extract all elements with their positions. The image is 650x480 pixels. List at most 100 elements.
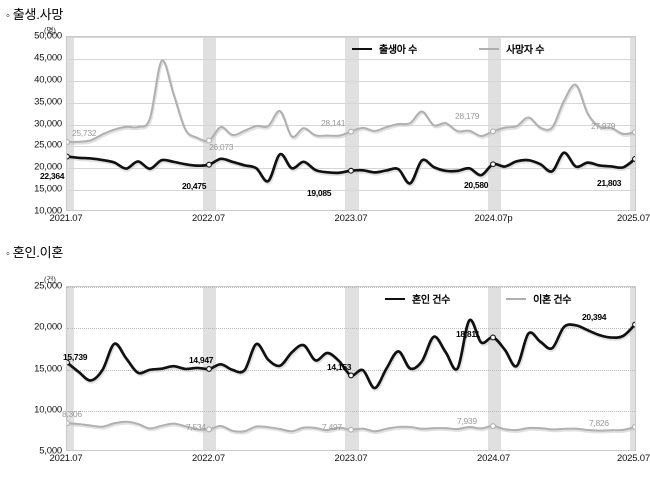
- bullet-icon: ◦: [6, 9, 10, 22]
- highlight-band: [67, 37, 74, 210]
- marriage-divorce-series-svg: [67, 318, 635, 435]
- point-value-label: 14,947: [189, 355, 214, 365]
- births-legend-label: 출생아 수: [379, 45, 418, 56]
- data-point-marker: [67, 139, 70, 145]
- point-value-label: 25,732: [72, 128, 97, 138]
- births-deaths-series-svg: [67, 59, 635, 187]
- data-point-marker: [206, 426, 212, 433]
- data-point-marker: [490, 334, 496, 341]
- divorces-legend-label: 이혼 건수: [533, 295, 572, 306]
- marriage-divorce-title: ◦ 혼인.이혼: [6, 242, 63, 261]
- y-tick-label: 10,000: [34, 404, 62, 416]
- data-point-marker: [206, 137, 212, 144]
- gridline: [67, 58, 635, 60]
- marriage-divorce-y-axis: 5,000 10,000 15,000 20,000 25,000: [0, 281, 62, 457]
- marriages-legend-swatch: [385, 297, 405, 300]
- gridline: [67, 124, 635, 126]
- x-tick-label: 2023.07: [334, 213, 368, 224]
- data-point-marker: [490, 161, 496, 168]
- gridline: [67, 102, 635, 104]
- data-point-marker: [632, 129, 635, 136]
- y-tick-label: 5,000: [39, 445, 62, 457]
- y-tick-label: 45,000: [34, 52, 62, 64]
- marriage-divorce-unit-label: (건): [44, 275, 56, 284]
- data-point-marker: [67, 153, 70, 160]
- bullet-icon: ◦: [6, 247, 10, 260]
- births-deaths-plot-area: [66, 36, 636, 211]
- data-point-marker: [67, 420, 70, 426]
- data-point-marker: [206, 366, 212, 372]
- x-tick-label: 2025.07p: [616, 453, 650, 464]
- point-value-label: 26,073: [209, 142, 234, 152]
- y-tick-label: 25,000: [34, 139, 62, 151]
- gridline: [67, 80, 635, 82]
- marriage-divorce-plot-frame: [66, 286, 636, 451]
- gridline: [67, 410, 635, 412]
- births-legend-swatch: [352, 47, 372, 50]
- point-value-label: 18,811: [456, 329, 480, 339]
- data-point-marker: [348, 372, 354, 379]
- x-tick-label: 2021.07: [49, 213, 83, 224]
- gridline: [67, 287, 635, 288]
- data-point-marker: [348, 128, 354, 135]
- data-point-marker: [490, 423, 496, 429]
- data-point-marker: [632, 321, 635, 328]
- x-tick-label: 2021.07: [49, 453, 83, 464]
- highlight-band: [487, 287, 502, 450]
- births-deaths-plot-frame: [66, 36, 636, 211]
- marriage-divorce-plot-area: [66, 286, 636, 451]
- highlight-band: [67, 287, 74, 450]
- marriage-divorce-chart-block: ◦ 혼인.이혼 (건) 5,000 10,000 15,000 20,000 25,000…: [0, 238, 650, 480]
- highlight-band: [630, 287, 635, 450]
- y-tick-label: 20,000: [34, 321, 62, 333]
- gridline: [67, 146, 635, 148]
- data-point-marker: [632, 424, 635, 430]
- x-tick-label: 2022.07: [192, 213, 225, 224]
- data-point-marker: [206, 161, 212, 168]
- marriage-divorce-x-axis: 2021.07 2022.07 2023.07 2024.07 2025.07p: [0, 453, 650, 469]
- point-value-label: 27,979: [591, 121, 616, 131]
- point-value-label: 15,739: [63, 352, 88, 362]
- data-point-marker: [348, 167, 354, 174]
- y-tick-label: 35,000: [34, 96, 62, 108]
- x-tick-label: 2024.07p: [474, 213, 513, 224]
- highlight-band: [345, 37, 359, 210]
- point-value-label: 20,394: [582, 312, 607, 322]
- deaths-legend-label: 사망자 수: [506, 45, 545, 56]
- divorces-legend-swatch: [506, 297, 527, 300]
- births-deaths-title: ◦ 출생.사망: [6, 4, 63, 23]
- series-shadow: [67, 319, 635, 392]
- y-tick-label: 20,000: [34, 161, 62, 173]
- point-value-label: 20,580: [464, 180, 489, 190]
- point-value-label: 7,497: [322, 422, 342, 432]
- highlight-band: [345, 287, 359, 450]
- y-tick-label: 15,000: [34, 183, 62, 195]
- deaths-legend-swatch: [479, 47, 500, 50]
- point-value-label: 7,826: [589, 418, 609, 428]
- data-point-marker: [348, 426, 354, 433]
- point-value-label: 22,364: [40, 171, 65, 181]
- point-value-label: 8,306: [62, 409, 82, 419]
- highlight-band: [630, 37, 635, 210]
- births-deaths-legend: 출생아 수 사망자 수: [352, 41, 544, 56]
- point-value-label: 28,179: [455, 111, 480, 121]
- point-value-label: 20,475: [182, 181, 207, 191]
- y-tick-label: 25,000: [34, 280, 62, 292]
- data-point-marker: [490, 128, 496, 135]
- births-deaths-chart-block: ◦ 출생.사망 (명) 10,000 15,000 20,000 25,000 30,00…: [0, 0, 650, 238]
- gridline: [67, 190, 635, 192]
- data-point-marker: [67, 359, 70, 366]
- gridline: [67, 37, 635, 38]
- point-value-label: 19,085: [307, 188, 332, 198]
- y-tick-label: 15,000: [34, 363, 62, 374]
- y-tick-label: 30,000: [34, 118, 62, 129]
- marriages-legend-label: 혼인 건수: [412, 295, 451, 306]
- x-tick-label: 2024.07: [477, 453, 510, 464]
- births-deaths-y-axis: 10,000 15,000 20,000 25,000 30,000 35,000 40,0…: [0, 31, 62, 217]
- point-value-label: 14,153: [327, 362, 352, 372]
- y-tick-label: 40,000: [34, 74, 62, 86]
- point-value-label: 21,803: [597, 178, 622, 188]
- y-tick-label: 50,000: [34, 30, 62, 42]
- y-tick-label: 10,000: [34, 205, 62, 217]
- x-tick-label: 2023.07: [334, 453, 368, 464]
